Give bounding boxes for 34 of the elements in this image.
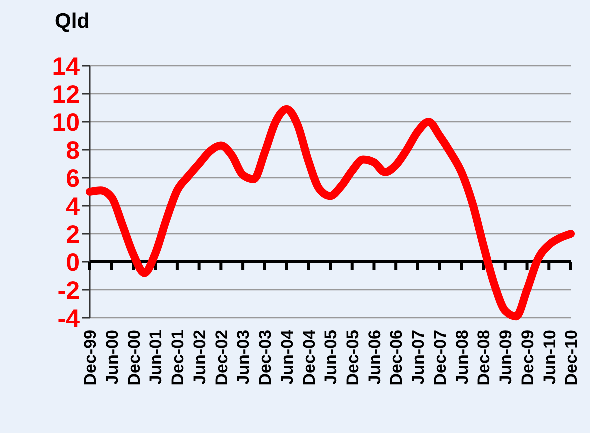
y-tick-label: 0 (66, 249, 80, 277)
chart-title: Qld (55, 10, 90, 33)
x-tick-label: Jun-02 (190, 330, 210, 385)
x-tick-label: Jun-10 (540, 330, 560, 385)
y-tick-label: 4 (66, 193, 80, 221)
x-tick-label: Jun-01 (146, 330, 166, 385)
x-tick-label: Jun-06 (365, 330, 384, 385)
x-tick-label: Jun-03 (234, 330, 254, 385)
x-tick-label: Jun-04 (278, 329, 297, 385)
x-tick-label: Jun-00 (102, 330, 122, 385)
x-tick-label: Dec-08 (474, 330, 494, 386)
y-tick-label: 6 (66, 165, 80, 193)
x-tick-label: Dec-05 (343, 330, 362, 386)
x-tick-label: Dec-00 (124, 330, 144, 386)
x-tick-label: Dec-04 (300, 329, 319, 386)
x-tick-label: Jun-05 (322, 330, 341, 385)
y-tick-label: 14 (52, 53, 80, 81)
x-tick-label: Jun-08 (452, 330, 472, 385)
y-tick-label: 10 (52, 109, 80, 137)
x-tick-label: Jun-07 (409, 330, 428, 385)
x-tick-label: Dec-02 (212, 330, 232, 386)
y-tick-label: 8 (66, 137, 80, 165)
x-tick-label: Dec-03 (256, 330, 276, 386)
y-tick-label: -4 (58, 305, 80, 333)
x-tick-label: Dec-99 (81, 330, 100, 386)
y-tick-label: 2 (66, 221, 80, 249)
x-tick-label: Dec-06 (387, 330, 406, 386)
x-tick-label: Dec-01 (168, 330, 188, 386)
y-tick-label: 12 (52, 81, 80, 109)
x-tick-label: Jun-09 (496, 330, 516, 385)
x-tick-label: Dec-07 (430, 330, 450, 386)
x-tick-label: Dec-10 (562, 330, 582, 386)
y-tick-label: -2 (58, 277, 80, 305)
x-tick-label: Dec-09 (518, 330, 538, 386)
